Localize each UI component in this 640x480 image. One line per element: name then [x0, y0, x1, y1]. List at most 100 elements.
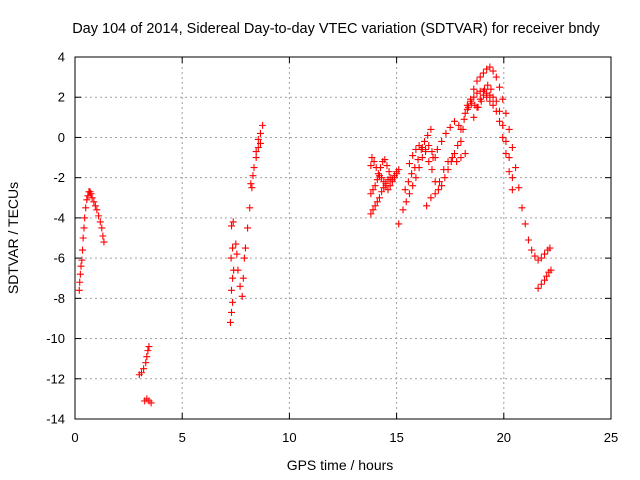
data-point [228, 308, 236, 316]
data-point [93, 206, 101, 214]
data-point [371, 202, 379, 210]
data-point [446, 123, 454, 131]
data-point [244, 224, 252, 232]
data-point [228, 286, 236, 294]
data-point [502, 137, 510, 145]
data-point [479, 69, 487, 77]
data-point [457, 125, 465, 133]
data-point [79, 234, 87, 242]
data-point [256, 139, 264, 147]
data-point [226, 318, 234, 326]
data-point [438, 137, 446, 145]
data-point [236, 282, 244, 290]
data-point [386, 182, 394, 190]
data-point [371, 182, 379, 190]
data-point [232, 240, 240, 248]
x-tick-label: 10 [282, 430, 296, 445]
data-point [464, 103, 472, 111]
data-point [496, 117, 504, 125]
data-point [411, 164, 419, 172]
data-point [502, 150, 510, 158]
data-point [414, 156, 422, 164]
data-point [405, 190, 413, 198]
data-point [98, 224, 106, 232]
data-point [401, 186, 409, 194]
data-point [229, 298, 237, 306]
data-point [367, 210, 375, 218]
x-tick-label: 25 [604, 430, 618, 445]
y-tick-label: 0 [58, 130, 65, 145]
data-point [380, 178, 388, 186]
series-arc-4 [367, 154, 403, 228]
data-point [543, 272, 551, 280]
data-point [422, 148, 430, 156]
data-point [537, 254, 545, 262]
y-tick-label: -4 [53, 210, 65, 225]
data-point [512, 164, 520, 172]
data-point [541, 250, 549, 258]
data-point [144, 347, 152, 355]
data-point [246, 204, 254, 212]
data-point [470, 113, 478, 121]
data-point [541, 276, 549, 284]
data-point [83, 196, 91, 204]
data-point [473, 77, 481, 85]
data-point [388, 178, 396, 186]
data-point [486, 97, 494, 105]
data-point [489, 67, 497, 75]
data-point [537, 280, 545, 288]
data-points [75, 63, 555, 407]
data-point [427, 125, 435, 133]
data-point [227, 254, 235, 262]
series-arc-3 [226, 121, 267, 326]
data-point [508, 186, 516, 194]
data-point [99, 232, 107, 240]
data-point [534, 284, 542, 292]
data-point [252, 148, 260, 156]
data-point [395, 166, 403, 174]
data-point [453, 158, 461, 166]
data-point [378, 188, 386, 196]
data-point [238, 292, 246, 300]
data-point [528, 246, 536, 254]
y-tick-label: 4 [58, 50, 65, 65]
data-point [425, 158, 433, 166]
data-point [395, 220, 403, 228]
data-point [518, 204, 526, 212]
data-point [420, 137, 428, 145]
series-arc-5 [399, 117, 469, 214]
data-point [78, 256, 86, 264]
data-point [229, 218, 237, 226]
data-point [385, 168, 393, 176]
data-point [239, 274, 247, 282]
data-point [476, 73, 484, 81]
data-point [254, 135, 262, 143]
data-point [393, 170, 401, 178]
data-point [370, 158, 378, 166]
data-point [377, 164, 385, 172]
data-point [142, 359, 150, 367]
data-point [461, 109, 469, 117]
data-point [405, 160, 413, 168]
data-point [455, 121, 463, 129]
data-point [88, 194, 96, 202]
data-point [90, 198, 98, 206]
data-point [457, 154, 465, 162]
y-tick-label: -10 [46, 331, 65, 346]
data-point [487, 85, 495, 93]
x-tick-label: 5 [179, 430, 186, 445]
data-point [496, 83, 504, 91]
data-point [147, 399, 155, 407]
data-point [474, 103, 482, 111]
data-point [486, 63, 494, 71]
data-point [369, 186, 377, 194]
data-point [521, 220, 529, 228]
data-point [505, 168, 513, 176]
data-point [80, 224, 88, 232]
data-point [390, 174, 398, 182]
y-tick-label: -8 [53, 291, 65, 306]
data-point [259, 121, 267, 129]
y-tick-label: -12 [46, 371, 65, 386]
data-point [502, 109, 510, 117]
